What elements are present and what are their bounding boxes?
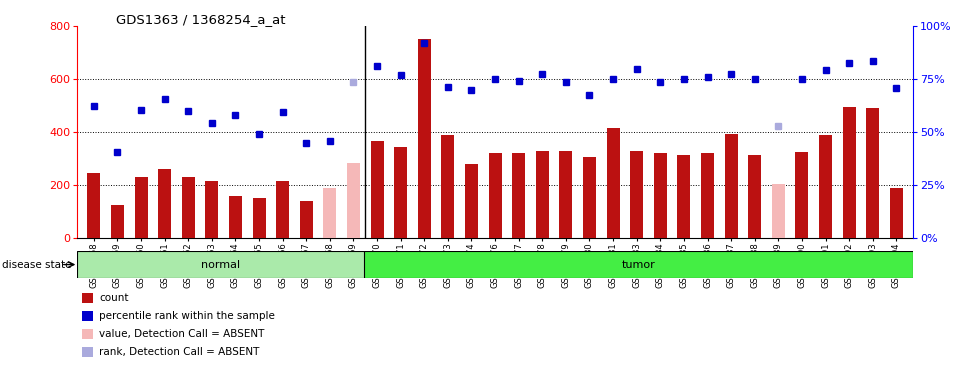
Text: normal: normal — [201, 260, 241, 270]
Text: value, Detection Call = ABSENT: value, Detection Call = ABSENT — [99, 329, 265, 339]
Text: rank, Detection Call = ABSENT: rank, Detection Call = ABSENT — [99, 347, 260, 357]
Bar — [324, 188, 336, 238]
Text: GDS1363 / 1368254_a_at: GDS1363 / 1368254_a_at — [116, 13, 285, 26]
Bar — [559, 151, 573, 238]
Text: percentile rank within the sample: percentile rank within the sample — [99, 311, 275, 321]
Text: disease state: disease state — [2, 260, 71, 270]
Bar — [654, 153, 667, 238]
Bar — [87, 173, 100, 238]
Bar — [607, 128, 619, 238]
Bar — [890, 188, 903, 238]
Bar — [842, 107, 856, 238]
Bar — [158, 169, 171, 238]
Bar — [276, 181, 289, 238]
Bar — [111, 205, 124, 238]
Bar — [182, 177, 195, 238]
Bar — [583, 158, 596, 238]
Bar — [489, 153, 501, 238]
Bar — [252, 198, 266, 238]
Bar — [724, 134, 738, 238]
Bar — [371, 141, 384, 238]
Bar — [512, 153, 526, 238]
Bar — [134, 177, 148, 238]
Bar — [299, 201, 313, 238]
Bar — [795, 152, 809, 238]
Bar — [417, 39, 431, 238]
Text: tumor: tumor — [621, 260, 655, 270]
Bar — [677, 155, 691, 238]
Bar — [749, 155, 761, 238]
Bar — [536, 151, 549, 238]
Text: count: count — [99, 293, 129, 303]
Bar — [630, 151, 643, 238]
Bar — [772, 184, 784, 238]
Bar — [441, 135, 454, 238]
Bar — [364, 251, 913, 278]
Bar — [77, 251, 364, 278]
Bar — [347, 163, 360, 238]
Bar — [465, 164, 478, 238]
Bar — [867, 108, 879, 238]
Bar — [701, 153, 714, 238]
Bar — [819, 135, 832, 238]
Bar — [206, 181, 218, 238]
Bar — [394, 147, 407, 238]
Bar — [229, 196, 242, 238]
